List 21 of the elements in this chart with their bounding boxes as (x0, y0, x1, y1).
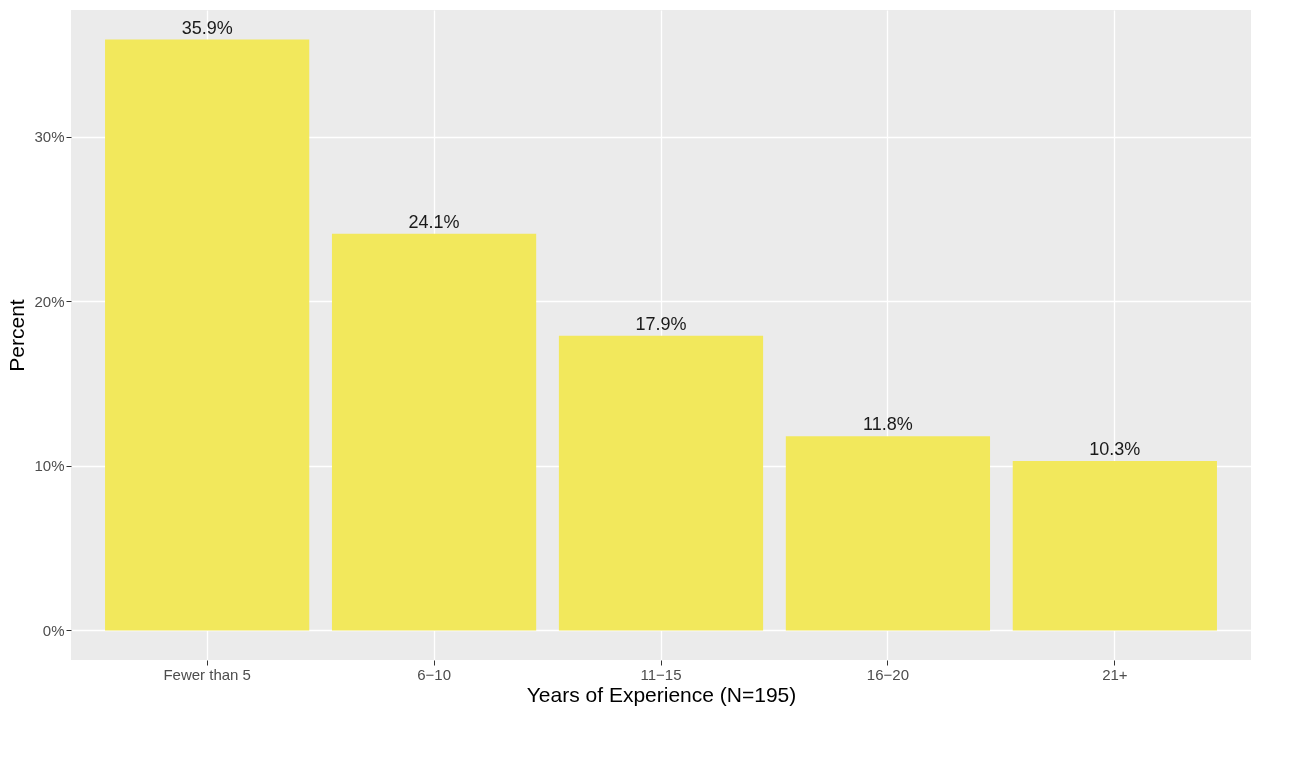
y-tick-label: 30% (34, 128, 65, 146)
bar (785, 436, 991, 631)
data-label: 17.9% (635, 313, 687, 334)
x-tick-label: 6−10 (417, 665, 451, 683)
data-label: 24.1% (408, 211, 460, 232)
data-label: 11.8% (863, 414, 913, 435)
y-tick-label: 10% (34, 457, 65, 475)
data-label: 10.3% (1089, 438, 1141, 459)
bar (558, 335, 764, 631)
y-tick-label: 0% (42, 621, 65, 639)
bar (331, 233, 537, 631)
x-tick-label: Fewer than 5 (163, 665, 251, 683)
bar (1012, 460, 1217, 631)
x-tick-label: 16−20 (866, 665, 909, 683)
data-label: 35.9% (181, 17, 233, 38)
x-tick-label: 11−15 (640, 665, 682, 683)
x-tick-label: 21+ (1102, 665, 1128, 683)
y-tick-label: 20% (34, 292, 65, 310)
x-axis-title: Years of Experience (N=195) (526, 682, 797, 706)
y-axis-title: Percent (5, 299, 29, 372)
bar (105, 39, 310, 631)
